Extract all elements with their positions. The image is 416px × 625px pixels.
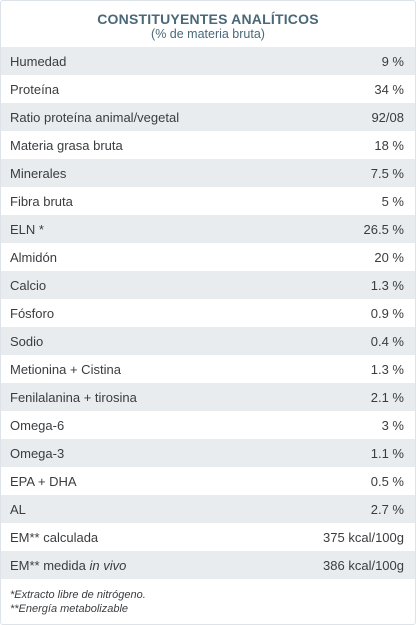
row-label-text: Ratio proteína animal/vegetal — [10, 109, 180, 125]
row-label-text: Metionina + Cistina — [10, 361, 121, 377]
row-label: EM** medida in vivo — [10, 558, 126, 573]
footnote-em: **Energía metabolizable — [10, 603, 129, 615]
row-label-text: Omega-6 — [10, 417, 65, 433]
row-label-text: EM** calculada — [10, 529, 99, 545]
row-label-text: Calcio — [10, 277, 47, 293]
row-label: Proteína — [10, 82, 59, 97]
row-label-text: EPA + DHA — [10, 473, 77, 489]
table-row: Materia grasa bruta 18 % — [1, 131, 415, 159]
row-label: Minerales — [10, 166, 66, 181]
row-label: Omega-6 — [10, 418, 64, 433]
table-row: EM** medida in vivo 386 kcal/100g — [1, 551, 415, 579]
table-row: Omega-3 1.1 % — [1, 439, 415, 467]
table-row: AL 2.7 % — [1, 495, 415, 523]
row-value: 3 % — [381, 417, 404, 433]
table-row: Omega-6 3 % — [1, 411, 415, 439]
table-row: Metionina + Cistina 1.3 % — [1, 355, 415, 383]
row-value: 1.3 % — [370, 361, 404, 377]
row-label-text: Fibra bruta — [10, 193, 73, 209]
row-value: 9 % — [381, 53, 404, 69]
table-row: Humedad 9 % — [1, 47, 415, 75]
row-value: 7.5 % — [370, 165, 404, 181]
row-label-text: Almidón — [10, 249, 57, 265]
row-label-text: ELN * — [10, 221, 44, 237]
row-value: 1.3 % — [370, 277, 404, 293]
row-label: Almidón — [10, 250, 57, 265]
row-value: 0.4 % — [370, 333, 404, 349]
row-value: 5 % — [381, 193, 404, 209]
table-row: Calcio 1.3 % — [1, 271, 415, 299]
table-row: ELN * 26.5 % — [1, 215, 415, 243]
row-value: 18 % — [374, 137, 404, 153]
row-label: ELN * — [10, 222, 44, 237]
table-subtitle: (% de materia bruta) — [151, 27, 265, 41]
row-value: 0.5 % — [370, 473, 404, 489]
row-label-italic: in vivo — [89, 557, 127, 573]
table-row: Fósforo 0.9 % — [1, 299, 415, 327]
row-label-text: Minerales — [10, 165, 67, 181]
table-row: Fibra bruta 5 % — [1, 187, 415, 215]
table-header: CONSTITUYENTES ANALÍTICOS (% de materia … — [1, 1, 415, 47]
row-value: 26.5 % — [363, 221, 404, 237]
row-label: Metionina + Cistina — [10, 362, 121, 377]
row-label-text: Fenilalanina + tirosina — [10, 389, 137, 405]
row-value: 1.1 % — [370, 445, 404, 461]
row-value: 34 % — [374, 81, 404, 97]
row-label: Omega-3 — [10, 446, 64, 461]
row-label: Calcio — [10, 278, 46, 293]
row-label: Sodio — [10, 334, 43, 349]
row-label: Materia grasa bruta — [10, 138, 123, 153]
table-row: Sodio 0.4 % — [1, 327, 415, 355]
row-value: 2.7 % — [370, 501, 404, 517]
table-row: Almidón 20 % — [1, 243, 415, 271]
row-label: EM** calculada — [10, 530, 98, 545]
table-row: EM** calculada 375 kcal/100g — [1, 523, 415, 551]
row-value: 2.1 % — [370, 389, 404, 405]
row-label-text: Humedad — [10, 53, 67, 69]
row-label: AL — [10, 502, 26, 517]
row-label: Ratio proteína animal/vegetal — [10, 110, 179, 125]
row-label: Fósforo — [10, 306, 54, 321]
table-row: Fenilalanina + tirosina 2.1 % — [1, 383, 415, 411]
row-label-text: Omega-3 — [10, 445, 65, 461]
row-label-text: Materia grasa bruta — [10, 137, 123, 153]
row-label-text: EM** medida — [10, 557, 86, 573]
table-row: Proteína 34 % — [1, 75, 415, 103]
row-label: Fenilalanina + tirosina — [10, 390, 137, 405]
row-value: 0.9 % — [370, 305, 404, 321]
table-row: Ratio proteína animal/vegetal 92/08 — [1, 103, 415, 131]
footnotes: *Extracto libre de nitrógeno. **Energía … — [10, 588, 146, 616]
row-label-text: Proteína — [10, 81, 60, 97]
footnote-eln: *Extracto libre de nitrógeno. — [10, 589, 146, 601]
row-value: 386 kcal/100g — [323, 557, 404, 573]
analytic-constituents-table: Humedad 9 % Proteína 34 % Ratio proteína ani… — [1, 47, 415, 579]
row-label: Humedad — [10, 54, 66, 69]
row-label-text: AL — [10, 501, 26, 517]
row-label: EPA + DHA — [10, 474, 77, 489]
row-value: 375 kcal/100g — [323, 529, 404, 545]
row-value: 20 % — [374, 249, 404, 265]
row-value: 92/08 — [371, 109, 404, 125]
row-label-text: Fósforo — [10, 305, 55, 321]
table-row: Minerales 7.5 % — [1, 159, 415, 187]
row-label: Fibra bruta — [10, 194, 73, 209]
row-label-text: Sodio — [10, 333, 44, 349]
table-row: EPA + DHA 0.5 % — [1, 467, 415, 495]
table-title: CONSTITUYENTES ANALÍTICOS — [97, 11, 319, 27]
